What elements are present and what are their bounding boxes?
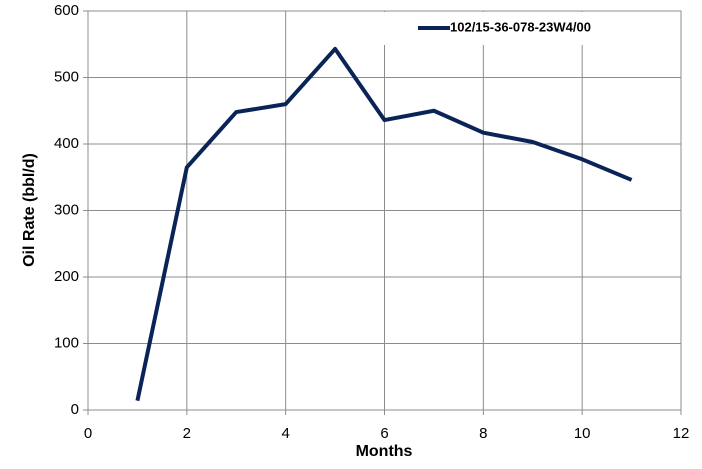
y-tick-label: 0	[71, 401, 79, 418]
legend-label: 102/15-36-078-23W4/00	[450, 19, 591, 34]
y-tick-label: 300	[54, 201, 79, 218]
y-tick-label: 100	[54, 334, 79, 351]
x-axis-title: Months	[356, 443, 413, 460]
x-tick-label: 10	[574, 425, 591, 442]
x-tick-label: 4	[281, 425, 289, 442]
y-tick-label: 600	[54, 2, 79, 19]
y-axis-title: Oil Rate (bbl/d)	[21, 153, 38, 267]
x-tick-label: 12	[673, 425, 690, 442]
x-tick-label: 0	[84, 425, 92, 442]
y-tick-label: 200	[54, 268, 79, 285]
x-tick-label: 2	[183, 425, 191, 442]
y-tick-label: 500	[54, 68, 79, 85]
data-line	[135, 46, 633, 402]
y-tick-label: 400	[54, 135, 79, 152]
plot-border	[87, 10, 682, 411]
x-tick-label: 8	[479, 425, 487, 442]
x-tick-label: 6	[380, 425, 388, 442]
